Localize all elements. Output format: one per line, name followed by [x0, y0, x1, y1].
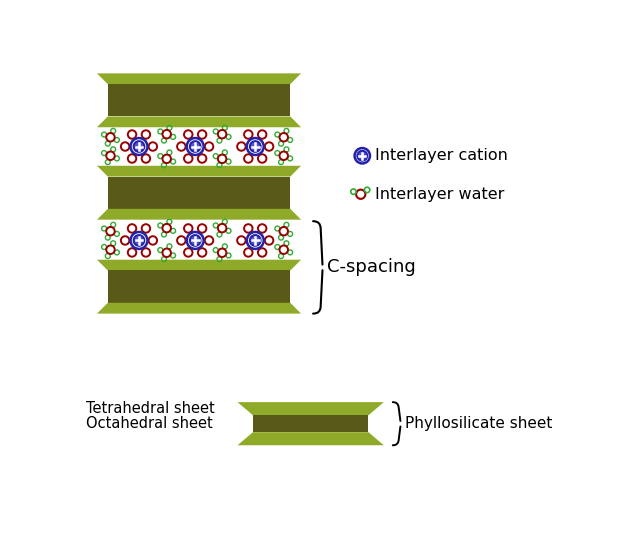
Text: Octahedral sheet: Octahedral sheet — [86, 416, 212, 431]
Polygon shape — [97, 221, 301, 260]
Polygon shape — [107, 270, 290, 303]
Circle shape — [250, 235, 261, 246]
Polygon shape — [253, 416, 369, 432]
Circle shape — [190, 141, 201, 152]
Circle shape — [250, 141, 261, 152]
Polygon shape — [97, 73, 301, 84]
Text: C-spacing: C-spacing — [328, 258, 416, 277]
Circle shape — [134, 141, 144, 152]
Polygon shape — [238, 402, 384, 416]
Text: Interlayer water: Interlayer water — [374, 186, 504, 202]
Polygon shape — [238, 432, 384, 445]
Text: Interlayer cation: Interlayer cation — [374, 148, 508, 164]
Circle shape — [357, 151, 367, 161]
Polygon shape — [97, 303, 301, 314]
Polygon shape — [107, 84, 290, 116]
Polygon shape — [97, 127, 301, 166]
Polygon shape — [97, 260, 301, 270]
Polygon shape — [107, 176, 290, 209]
Text: Phyllosilicate sheet: Phyllosilicate sheet — [406, 416, 552, 431]
Polygon shape — [97, 166, 301, 176]
Polygon shape — [97, 209, 301, 220]
Circle shape — [134, 235, 144, 246]
Polygon shape — [97, 116, 301, 127]
Circle shape — [190, 235, 201, 246]
Text: Tetrahedral sheet: Tetrahedral sheet — [86, 401, 214, 416]
